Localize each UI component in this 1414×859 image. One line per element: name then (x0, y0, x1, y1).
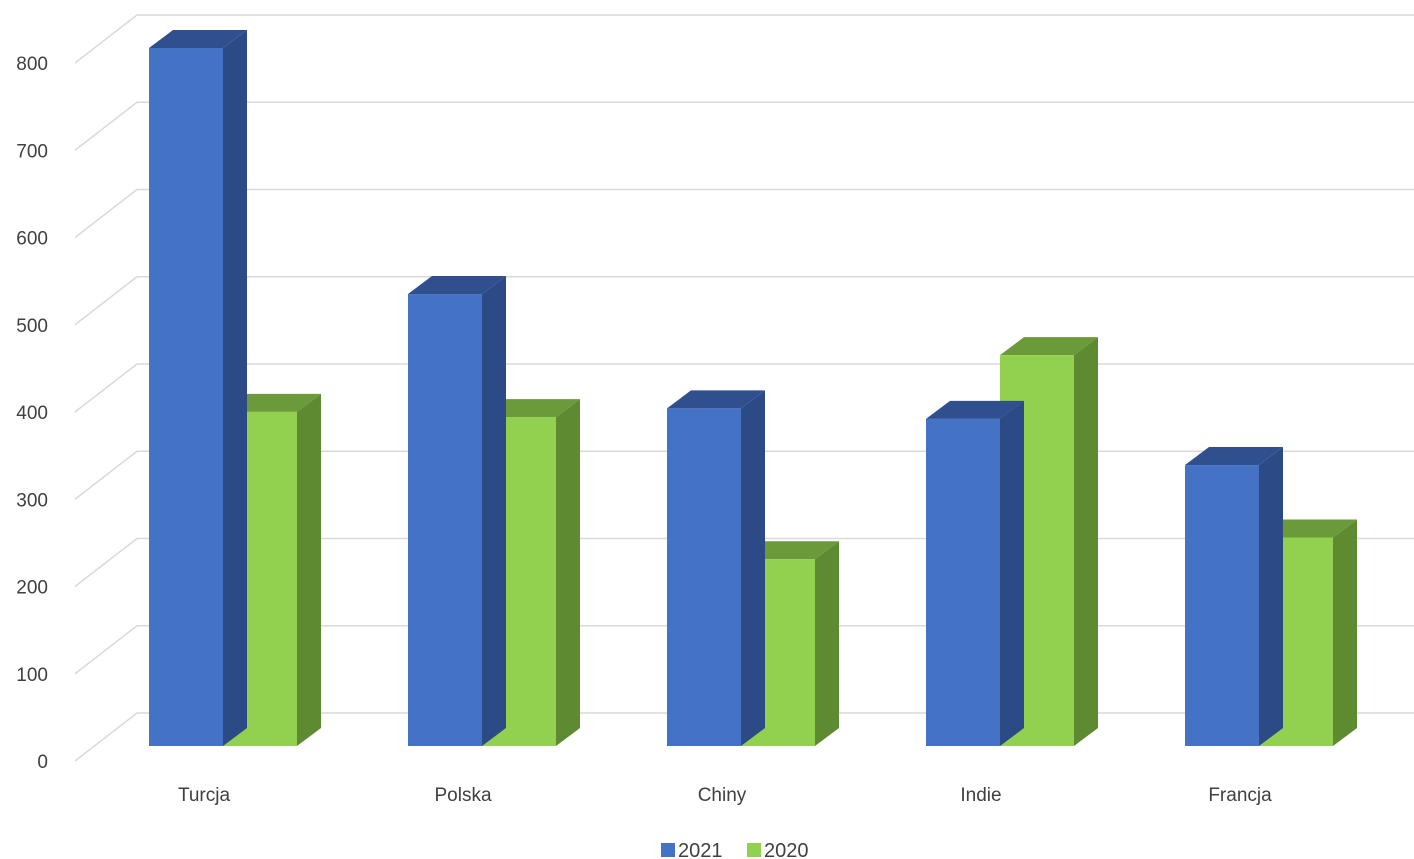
bar-2021-Chiny (667, 390, 765, 746)
legend-label: 2020 (764, 840, 809, 859)
legend: 2021 2020 (661, 840, 809, 859)
bar-2021-Polska (408, 276, 506, 746)
bar-top (1259, 519, 1357, 538)
bar-top (1000, 337, 1098, 356)
bar-2021-Francja (1185, 447, 1283, 746)
bar-front (667, 408, 741, 746)
bar-top (741, 541, 839, 560)
bar-top (482, 399, 580, 418)
x-category-label: Indie (960, 785, 1001, 806)
bar-2021-Turcja (149, 30, 247, 746)
x-category-label: Francja (1208, 785, 1272, 806)
y-tick-label: 300 (16, 490, 48, 511)
bar-top (667, 390, 765, 409)
y-axis-ticks: 0 100 200 300 400 500 600 700 800 (16, 54, 48, 773)
bar-front (926, 418, 1000, 746)
bar-side (482, 276, 506, 746)
legend-swatch (661, 843, 675, 857)
gridline (74, 363, 1414, 413)
bar-2021-Indie (926, 400, 1024, 746)
bar-top (926, 400, 1024, 419)
legend-item-2021: 2021 (661, 840, 723, 859)
bar-top (408, 276, 506, 295)
bar-top (1185, 447, 1283, 466)
bar-front (1185, 465, 1259, 746)
bar-top (223, 393, 321, 412)
y-tick-label: 600 (16, 229, 48, 250)
bar-side (556, 399, 580, 746)
bars (149, 30, 1357, 746)
gridline (74, 188, 1414, 239)
gridline (74, 101, 1414, 151)
bar-front (149, 48, 223, 746)
gridline (74, 276, 1414, 326)
x-axis-categories: Turcja Polska Chiny Indie Francja (178, 785, 1272, 806)
bar-side (297, 393, 321, 746)
bar-side (1333, 519, 1357, 746)
y-tick-label: 100 (16, 665, 48, 686)
x-category-label: Chiny (698, 785, 747, 806)
gridlines (74, 14, 1414, 762)
y-tick-label: 800 (16, 54, 48, 75)
x-category-label: Turcja (178, 785, 231, 806)
gridline (74, 14, 1414, 64)
bar-side (1000, 400, 1024, 746)
legend-swatch (747, 843, 761, 857)
bar-side (741, 390, 765, 746)
bar-side (1259, 447, 1283, 746)
x-category-label: Polska (434, 785, 491, 806)
bar-side (223, 30, 247, 746)
bar-side (815, 541, 839, 746)
y-tick-label: 500 (16, 316, 48, 337)
y-tick-label: 200 (16, 578, 48, 599)
bar-side (1074, 337, 1098, 746)
legend-item-2020: 2020 (747, 840, 809, 859)
y-tick-label: 400 (16, 403, 48, 424)
legend-label: 2021 (678, 840, 723, 859)
bar-top (149, 30, 247, 48)
bar-front (408, 294, 482, 746)
y-tick-label: 0 (37, 752, 48, 773)
y-tick-label: 700 (16, 141, 48, 162)
